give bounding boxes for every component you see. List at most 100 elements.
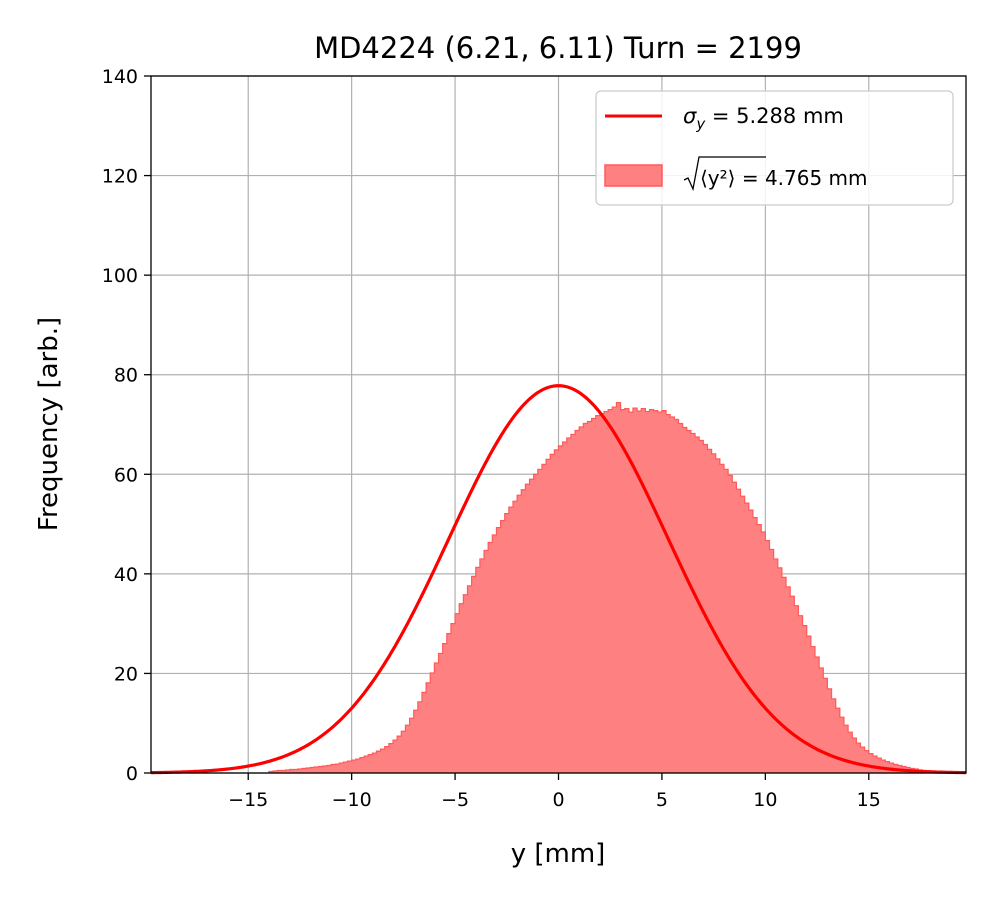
histogram-bar [790,596,795,773]
histogram-bar [484,550,489,773]
histogram-bar [650,410,655,773]
histogram-bar [674,420,679,773]
histogram-bar [538,469,543,773]
histogram-bar [712,454,717,773]
histogram-bar [393,740,398,773]
histogram-bar [530,479,535,773]
histogram-bar [418,702,423,773]
x-axis-label: y [mm] [511,839,606,869]
histogram-bar [443,644,448,773]
histogram-bar [339,763,344,773]
histogram-bar [745,503,750,773]
histogram-bar [836,708,841,773]
histogram-bar [513,501,518,773]
histogram-bar [691,433,696,773]
y-tick-label: 100 [102,265,138,287]
y-tick-label: 120 [102,166,138,188]
histogram-bar [641,409,646,773]
histogram-bar [608,410,613,773]
histogram-bar [666,415,671,773]
histogram-bar [550,454,555,773]
histogram-bar [376,751,381,773]
histogram-bar [769,549,774,773]
y-axis-label: Frequency [arb.] [34,317,64,531]
histogram-bar [348,761,353,773]
histogram-bar [323,766,328,773]
x-tick-label: 10 [753,789,777,811]
histogram-bar [625,409,630,773]
histogram-bar [546,459,551,773]
legend-hist-label: ⟨y²⟩ = 4.765 mm [700,166,868,190]
histogram-bar [827,689,832,773]
histogram-bar [447,634,452,773]
histogram-bar [720,464,725,773]
histogram-bar [807,636,812,773]
histogram-bar [310,768,315,773]
histogram-bar [662,411,667,773]
histogram-bar [761,532,766,773]
x-tick-label: −5 [441,789,469,811]
histogram-bar [621,410,626,773]
histogram-bar [401,731,406,773]
y-tick-label: 80 [114,365,138,387]
histogram-bar [451,624,456,773]
histogram-bar [819,668,824,773]
histogram-bar [364,756,369,773]
histogram-bar [575,430,580,773]
histogram-bar [732,482,737,773]
histogram-bar [563,442,568,773]
histogram-bar [534,474,539,773]
histogram-bar [492,535,497,773]
histogram-bar [505,514,510,773]
histogram-bar [488,542,493,773]
legend-hist-swatch [605,165,662,186]
histogram-bar [554,450,559,773]
x-tick-label: −10 [332,789,372,811]
histogram-bar [319,767,324,773]
histogram-bar [439,654,444,773]
histogram-bar [765,541,770,773]
histogram-bar [372,753,377,773]
histogram-bar [687,430,692,773]
histogram-bar [654,411,659,773]
histogram-bar [509,507,514,773]
histogram-bar [476,567,481,773]
histogram-bar [496,528,501,773]
histogram-bar [716,459,721,773]
histogram-bar [778,568,783,773]
histogram-bar [302,769,307,773]
histogram-bar [774,559,779,773]
histogram-bar [335,764,340,773]
y-tick-label: 20 [114,663,138,685]
histogram-bar [327,766,332,773]
histogram-bar [815,657,820,773]
x-tick-label: −15 [228,789,268,811]
histogram-bar [360,758,365,773]
histogram-bar [757,525,762,773]
histogram-bar [472,576,477,773]
histogram-bar [823,678,828,773]
histogram-bar [525,484,530,773]
histogram-bar [389,744,394,773]
histogram-bar [583,424,588,773]
histogram-bar [459,604,464,773]
histogram-bar [542,464,547,773]
histogram-bar [501,521,506,773]
histogram-bar [786,587,791,773]
histogram-bar [724,469,729,773]
histogram-bar [397,736,402,773]
histogram-bar [455,614,460,773]
histogram-bar [352,760,357,773]
histogram-bar [306,768,311,773]
histogram-bar [368,755,373,773]
histogram-bar [571,434,576,773]
histogram-bar [559,446,564,773]
histogram-bar [616,403,621,773]
x-tick-label: 5 [656,789,668,811]
histogram-bar [331,765,336,773]
histogram-bar [422,692,427,773]
histogram-bar [612,407,617,773]
histogram-bar [587,422,592,773]
histogram-bar [467,586,472,773]
